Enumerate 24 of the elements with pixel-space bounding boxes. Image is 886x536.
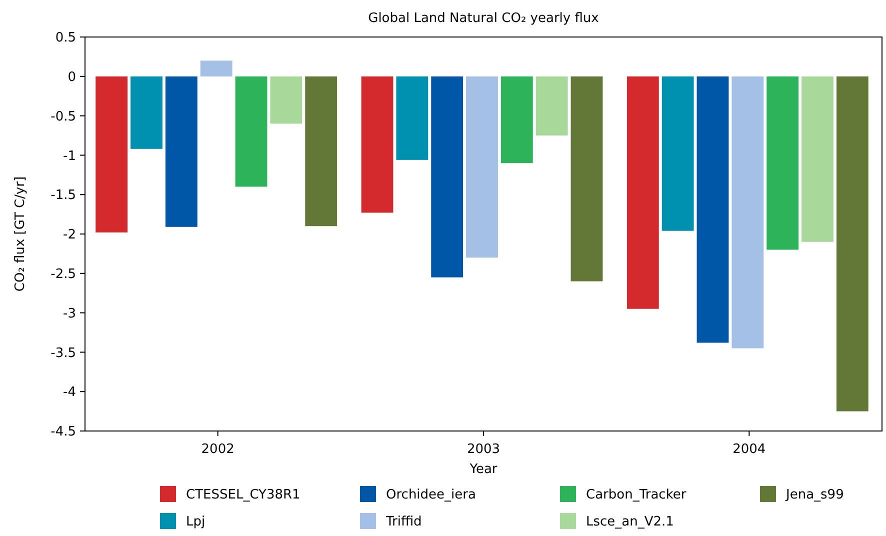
x-tick-label: 2002 [201,442,234,457]
x-tick-label: 2003 [466,442,500,457]
y-tick-label: 0.5 [55,30,76,46]
y-tick-label: -2 [63,228,76,243]
legend-label: Jena_s99 [785,488,844,503]
legend-label: Carbon_Tracker [586,488,687,503]
y-tick-label: -4.5 [50,424,76,440]
y-tick-label: 0 [68,70,76,85]
legend-label: Orchidee_iera [386,488,476,503]
y-tick-label: -2.5 [50,266,76,282]
y-tick-label: -1 [63,148,76,164]
legend-label: Lsce_an_V2.1 [586,514,674,530]
y-axis-title: CO₂ flux [GT C/yr] [13,176,28,292]
legend-label: Lpj [186,514,206,530]
y-tick-label: -0.5 [50,109,76,124]
y-tick-label: -3.5 [50,346,76,361]
legend-label: CTESSEL_CY38R1 [186,488,300,503]
x-tick-label: 2004 [732,442,766,457]
x-axis-title: Year [468,462,498,477]
y-tick-label: -4 [63,385,76,400]
y-tick-label: -1.5 [50,188,76,204]
y-tick-label: -3 [63,306,76,322]
chart-title: Global Land Natural CO₂ yearly flux [368,11,600,26]
legend-label: Triffid [385,514,422,530]
